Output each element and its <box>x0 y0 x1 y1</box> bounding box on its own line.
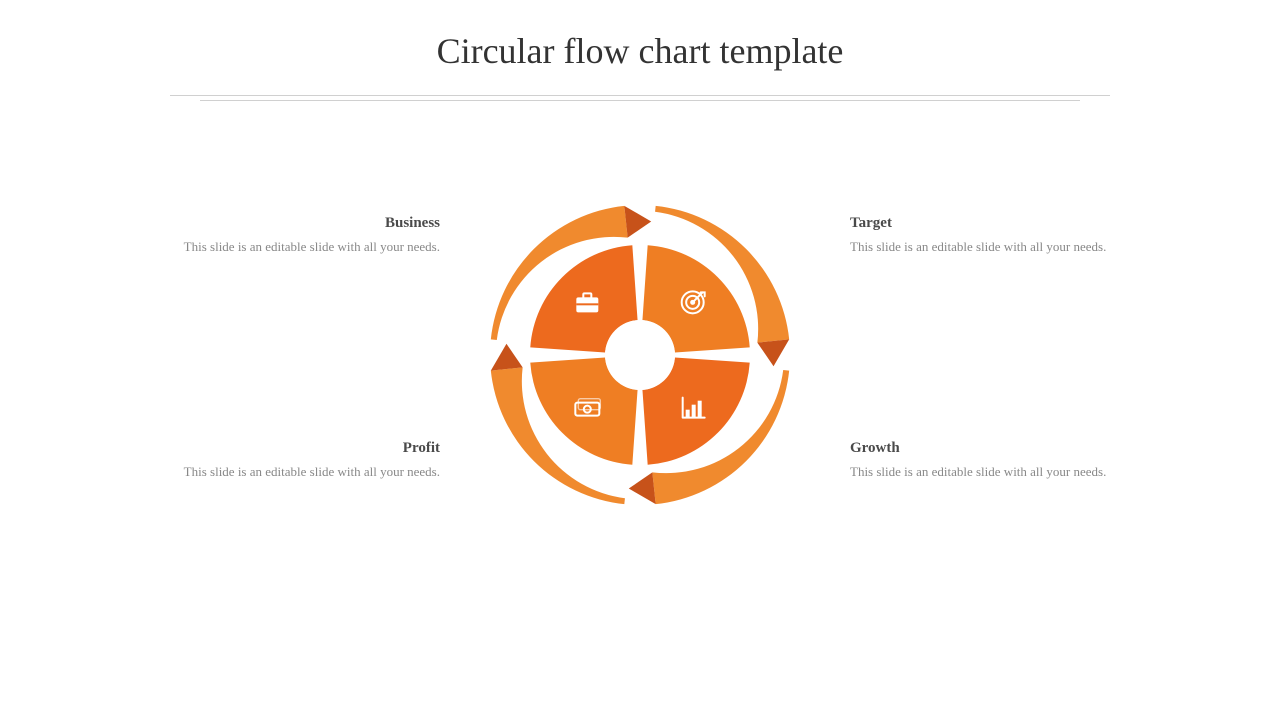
label-profit: Profit This slide is an editable slide w… <box>180 440 440 482</box>
label-growth-desc: This slide is an editable slide with all… <box>850 463 1110 482</box>
ring-arrowhead <box>624 206 651 238</box>
label-target: Target This slide is an editable slide w… <box>850 215 1110 257</box>
label-target-title: Target <box>850 215 1110 232</box>
slide-canvas: Circular flow chart template Business Th… <box>0 0 1280 720</box>
ring-arrowhead <box>491 344 523 371</box>
title-divider-2 <box>200 100 1080 101</box>
center-hole <box>605 320 675 390</box>
label-business-title: Business <box>180 215 440 232</box>
label-business-desc: This slide is an editable slide with all… <box>180 238 440 257</box>
label-profit-title: Profit <box>180 440 440 457</box>
label-profit-desc: This slide is an editable slide with all… <box>180 463 440 482</box>
ring-arrowhead <box>629 472 656 504</box>
circular-flow-diagram <box>490 205 790 505</box>
label-growth: Growth This slide is an editable slide w… <box>850 440 1110 482</box>
circular-flow-svg <box>490 205 790 505</box>
label-business: Business This slide is an editable slide… <box>180 215 440 257</box>
label-target-desc: This slide is an editable slide with all… <box>850 238 1110 257</box>
ring-arrowhead <box>757 339 789 366</box>
title-divider-1 <box>170 95 1110 96</box>
slide-title: Circular flow chart template <box>0 30 1280 72</box>
label-growth-title: Growth <box>850 440 1110 457</box>
